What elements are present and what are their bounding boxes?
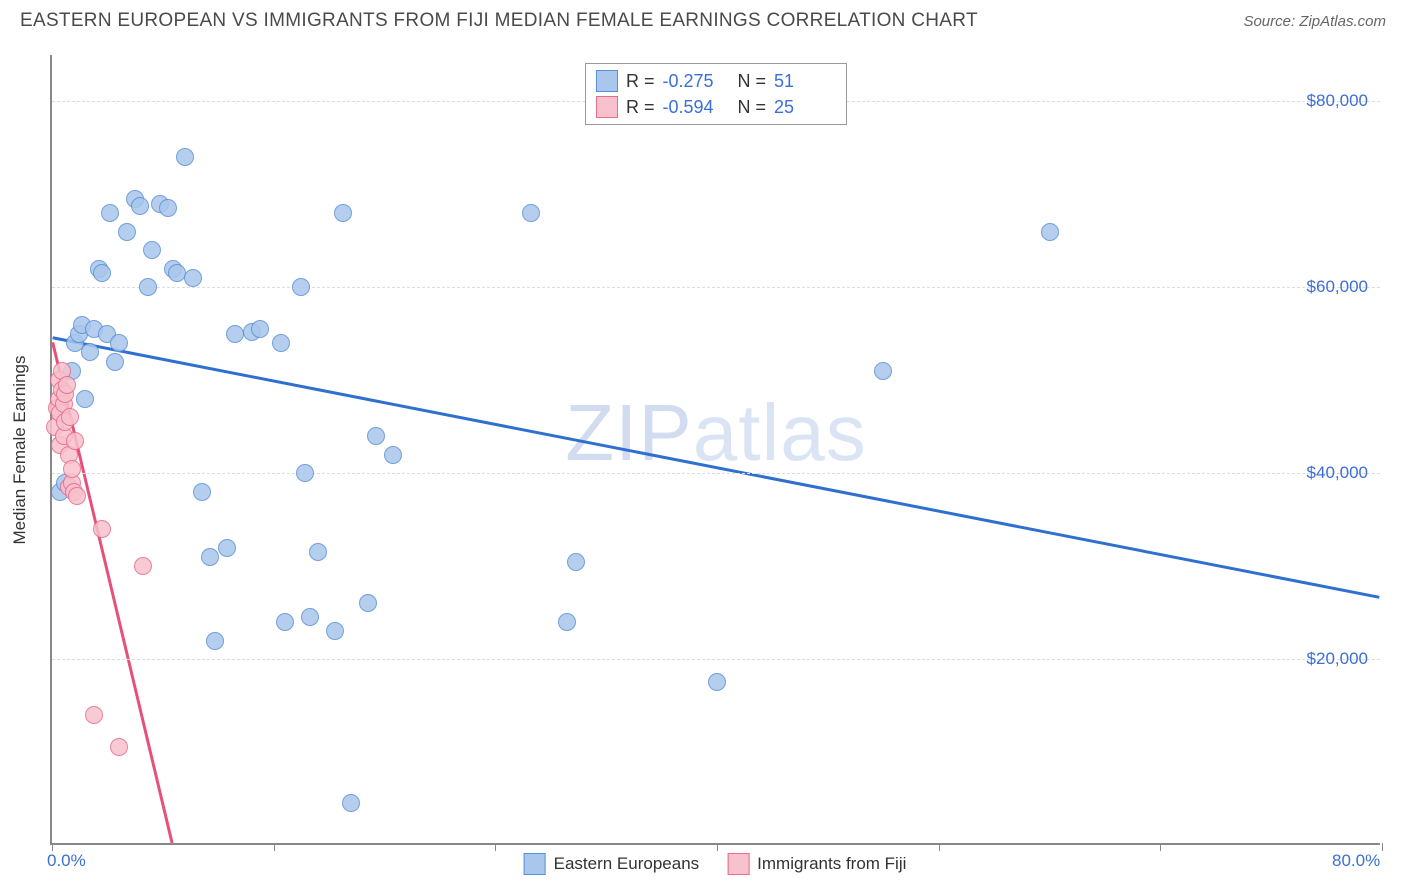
source-label: Source: ZipAtlas.com — [1243, 13, 1386, 30]
data-point — [1041, 223, 1059, 241]
data-point — [143, 241, 161, 259]
data-point — [76, 390, 94, 408]
data-point — [326, 622, 344, 640]
legend-swatch — [596, 96, 618, 118]
x-tick — [52, 843, 53, 851]
data-point — [131, 197, 149, 215]
watermark-main: ZIP — [565, 388, 692, 477]
data-point — [68, 487, 86, 505]
data-point — [85, 706, 103, 724]
chart-header: EASTERN EUROPEAN VS IMMIGRANTS FROM FIJI… — [0, 0, 1406, 37]
data-point — [206, 632, 224, 650]
data-point — [384, 446, 402, 464]
data-point — [63, 460, 81, 478]
legend-label: Immigrants from Fiji — [757, 854, 906, 874]
data-point — [276, 613, 294, 631]
data-point — [874, 362, 892, 380]
legend-series: Eastern Europeans Immigrants from Fiji — [524, 853, 907, 875]
data-point — [93, 264, 111, 282]
y-tick-label: $80,000 — [1307, 91, 1368, 111]
legend-stat-row: R = -0.275 N = 51 — [596, 68, 836, 94]
regression-lines — [52, 55, 1380, 843]
legend-n-label: N = — [733, 97, 767, 118]
x-tick — [939, 843, 940, 851]
data-point — [251, 320, 269, 338]
y-axis-label: Median Female Earnings — [10, 356, 30, 545]
legend-n-label: N = — [733, 71, 767, 92]
legend-n-value: 25 — [774, 97, 836, 118]
data-point — [567, 553, 585, 571]
data-point — [110, 738, 128, 756]
legend-swatch — [524, 853, 546, 875]
x-tick — [495, 843, 496, 851]
data-point — [309, 543, 327, 561]
y-tick-label: $20,000 — [1307, 649, 1368, 669]
data-point — [272, 334, 290, 352]
data-point — [61, 408, 79, 426]
data-point — [58, 376, 76, 394]
data-point — [118, 223, 136, 241]
legend-stat-row: R = -0.594 N = 25 — [596, 94, 836, 120]
legend-item: Immigrants from Fiji — [727, 853, 906, 875]
data-point — [101, 204, 119, 222]
data-point — [66, 432, 84, 450]
chart-title: EASTERN EUROPEAN VS IMMIGRANTS FROM FIJI… — [20, 10, 978, 32]
legend-swatch — [596, 70, 618, 92]
data-point — [334, 204, 352, 222]
data-point — [139, 278, 157, 296]
legend-r-label: R = — [626, 97, 655, 118]
x-tick — [274, 843, 275, 851]
data-point — [168, 264, 186, 282]
y-tick-label: $40,000 — [1307, 463, 1368, 483]
legend-r-value: -0.594 — [663, 97, 725, 118]
data-point — [193, 483, 211, 501]
data-point — [558, 613, 576, 631]
gridline — [52, 473, 1380, 474]
gridline — [52, 287, 1380, 288]
legend-swatch — [727, 853, 749, 875]
legend-item: Eastern Europeans — [524, 853, 700, 875]
legend-r-label: R = — [626, 71, 655, 92]
data-point — [106, 353, 124, 371]
data-point — [296, 464, 314, 482]
data-point — [134, 557, 152, 575]
watermark-sub: atlas — [693, 388, 867, 477]
data-point — [342, 794, 360, 812]
data-point — [218, 539, 236, 557]
gridline — [52, 659, 1380, 660]
x-tick-label: 0.0% — [47, 851, 86, 871]
legend-stats: R = -0.275 N = 51 R = -0.594 N = 25 — [585, 63, 847, 125]
data-point — [359, 594, 377, 612]
data-point — [93, 520, 111, 538]
chart-area: ZIPatlas R =-0.275 N =51R =-0.594 N =25 … — [50, 55, 1380, 845]
data-point — [367, 427, 385, 445]
data-point — [176, 148, 194, 166]
x-tick-label: 80.0% — [1332, 851, 1380, 871]
data-point — [201, 548, 219, 566]
data-point — [708, 673, 726, 691]
x-tick — [717, 843, 718, 851]
x-tick — [1160, 843, 1161, 851]
data-point — [292, 278, 310, 296]
legend-label: Eastern Europeans — [554, 854, 700, 874]
data-point — [81, 343, 99, 361]
data-point — [159, 199, 177, 217]
x-tick — [1382, 843, 1383, 851]
legend-r-value: -0.275 — [663, 71, 725, 92]
data-point — [184, 269, 202, 287]
data-point — [522, 204, 540, 222]
legend-n-value: 51 — [774, 71, 836, 92]
data-point — [301, 608, 319, 626]
watermark: ZIPatlas — [565, 387, 866, 479]
data-point — [110, 334, 128, 352]
y-tick-label: $60,000 — [1307, 277, 1368, 297]
data-point — [226, 325, 244, 343]
plot-region: ZIPatlas R =-0.275 N =51R =-0.594 N =25 … — [50, 55, 1380, 845]
